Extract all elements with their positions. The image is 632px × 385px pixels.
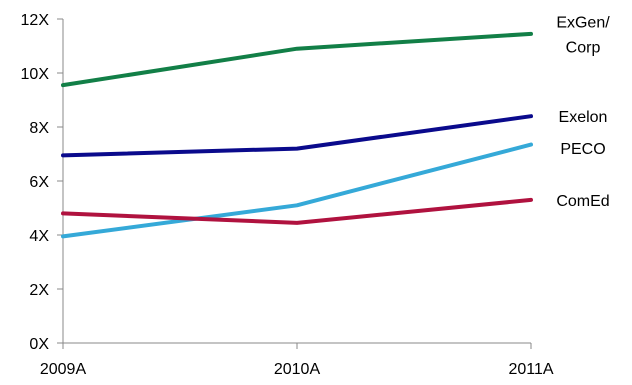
series-lines bbox=[61, 31, 533, 239]
series-line-comed bbox=[61, 197, 533, 225]
y-tick-label: 8X bbox=[29, 120, 49, 137]
x-tick-label: 2009A bbox=[40, 361, 87, 378]
series-line-exelon bbox=[61, 114, 533, 158]
series-line-peco bbox=[61, 142, 533, 239]
x-tick-label: 2011A bbox=[508, 361, 553, 378]
y-tick-label: 2X bbox=[29, 282, 49, 299]
series-line-exgen-corp bbox=[61, 31, 533, 88]
y-tick-label: 10X bbox=[21, 66, 50, 83]
y-tick-label: 6X bbox=[29, 174, 49, 191]
y-tick-label: 0X bbox=[29, 336, 49, 353]
series-labels: ExGen/Corp Exelon PECO ComEd bbox=[556, 15, 610, 211]
axes: 0X 2X 4X 6X 8X 10X 12X 2009A 2010A 2011A bbox=[21, 12, 554, 378]
y-tick-label: 12X bbox=[21, 12, 50, 29]
y-tick-label: 4X bbox=[29, 228, 49, 245]
series-label-exgen-corp: ExGen/ bbox=[556, 15, 610, 32]
series-label-peco: PECO bbox=[560, 141, 605, 158]
x-tick-label: 2010A bbox=[274, 361, 321, 378]
series-label-exelon: Exelon bbox=[559, 109, 608, 126]
series-label-exgen-corp: Corp bbox=[566, 40, 601, 57]
series-label-comed: ComEd bbox=[556, 193, 609, 210]
